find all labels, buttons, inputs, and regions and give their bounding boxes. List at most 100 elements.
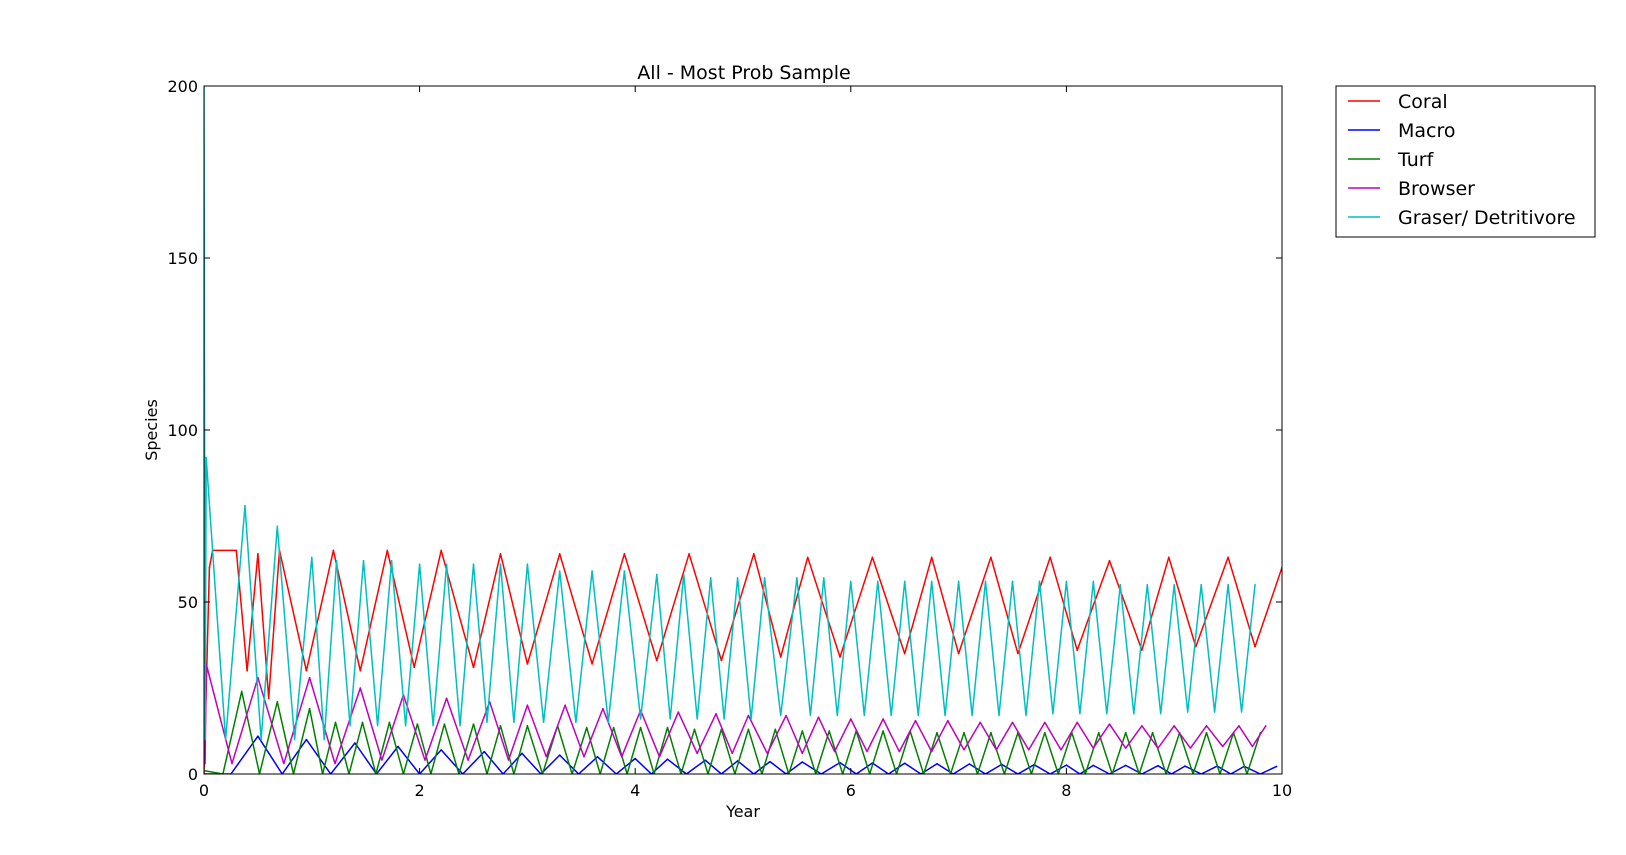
data-point bbox=[1124, 731, 1127, 734]
data-point bbox=[1146, 584, 1149, 586]
data-point bbox=[655, 659, 658, 662]
data-point bbox=[526, 663, 529, 665]
data-point bbox=[359, 670, 362, 672]
data-point bbox=[968, 763, 971, 765]
data-point bbox=[1017, 652, 1019, 655]
data-point bbox=[990, 731, 992, 734]
data-point bbox=[1092, 580, 1095, 583]
data-point bbox=[499, 563, 502, 565]
data-point bbox=[208, 566, 211, 569]
data-point bbox=[850, 718, 852, 720]
data-point bbox=[240, 690, 243, 693]
x-tick-label: 10 bbox=[1272, 781, 1292, 800]
data-point bbox=[1157, 764, 1159, 767]
data-point bbox=[499, 725, 502, 727]
data-point bbox=[914, 719, 917, 722]
data-point bbox=[413, 666, 416, 669]
data-point bbox=[526, 704, 529, 706]
data-point bbox=[1265, 725, 1267, 727]
data-point bbox=[558, 553, 561, 555]
data-point bbox=[1049, 556, 1052, 559]
data-point bbox=[1227, 584, 1229, 586]
data-point bbox=[903, 580, 906, 583]
data-point bbox=[779, 656, 782, 658]
data-point bbox=[558, 570, 561, 572]
series-layer bbox=[204, 86, 1282, 774]
data-point bbox=[1205, 725, 1208, 727]
data-point bbox=[205, 456, 207, 459]
data-point bbox=[936, 731, 938, 734]
y-tick-label: 50 bbox=[178, 593, 198, 612]
data-point bbox=[276, 525, 279, 528]
data-point bbox=[564, 704, 566, 706]
data-point bbox=[354, 742, 356, 744]
x-tick-label: 2 bbox=[415, 781, 425, 800]
data-point bbox=[1238, 725, 1240, 727]
data-point bbox=[666, 726, 669, 729]
data-point bbox=[806, 556, 809, 559]
data-point bbox=[1076, 649, 1078, 651]
data-point bbox=[623, 553, 626, 555]
data-point bbox=[903, 762, 906, 765]
data-point bbox=[612, 726, 615, 729]
data-point bbox=[362, 559, 365, 562]
data-point bbox=[235, 549, 238, 552]
data-point bbox=[1173, 725, 1175, 727]
data-point bbox=[930, 556, 933, 559]
data-point bbox=[267, 697, 270, 700]
data-point bbox=[602, 707, 604, 710]
data-point bbox=[796, 577, 798, 579]
data-point bbox=[769, 760, 771, 763]
data-point bbox=[1124, 764, 1127, 767]
data-point bbox=[361, 721, 364, 724]
data-point bbox=[1044, 731, 1046, 734]
data-point bbox=[1076, 721, 1078, 724]
data-point bbox=[308, 676, 311, 679]
data-point bbox=[1108, 723, 1111, 725]
data-point bbox=[1275, 765, 1278, 768]
data-point bbox=[693, 728, 696, 731]
data-point bbox=[585, 726, 588, 729]
data-point bbox=[445, 697, 448, 700]
data-point bbox=[1200, 584, 1202, 586]
data-point bbox=[688, 553, 690, 555]
x-tick-label: 8 bbox=[1061, 781, 1071, 800]
data-point bbox=[930, 580, 933, 583]
data-point bbox=[984, 580, 987, 583]
data-point bbox=[1151, 731, 1154, 734]
data-point bbox=[936, 762, 938, 765]
series-line-0 bbox=[204, 549, 1282, 774]
data-point bbox=[440, 749, 442, 751]
data-point bbox=[747, 728, 750, 731]
data-point bbox=[334, 721, 337, 724]
data-point bbox=[332, 549, 335, 552]
y-tick-label: 0 bbox=[188, 765, 198, 784]
data-point bbox=[1168, 556, 1170, 559]
data-point bbox=[747, 714, 750, 717]
data-point bbox=[591, 663, 593, 665]
data-point bbox=[903, 652, 906, 655]
data-point bbox=[386, 549, 389, 552]
x-tick-label: 6 bbox=[846, 781, 856, 800]
data-point bbox=[308, 707, 311, 710]
data-point bbox=[335, 559, 338, 562]
data-point bbox=[257, 735, 259, 737]
data-point bbox=[521, 752, 523, 755]
data-point bbox=[655, 573, 658, 576]
data-point bbox=[1038, 580, 1041, 583]
data-point bbox=[1108, 559, 1111, 562]
legend: Coral Macro Turf Browser Graser/ Detritivore bbox=[1335, 85, 1596, 238]
data-point bbox=[472, 666, 475, 669]
data-point bbox=[1092, 764, 1095, 767]
legend-box bbox=[1335, 85, 1596, 238]
data-point bbox=[526, 563, 529, 565]
data-point bbox=[416, 723, 419, 725]
legend-label: Coral bbox=[1398, 91, 1448, 113]
data-point bbox=[596, 756, 599, 758]
data-point bbox=[440, 549, 442, 552]
y-axis-label: Species bbox=[142, 399, 161, 461]
data-point bbox=[390, 559, 393, 562]
data-point bbox=[305, 670, 308, 672]
data-point bbox=[682, 573, 685, 576]
